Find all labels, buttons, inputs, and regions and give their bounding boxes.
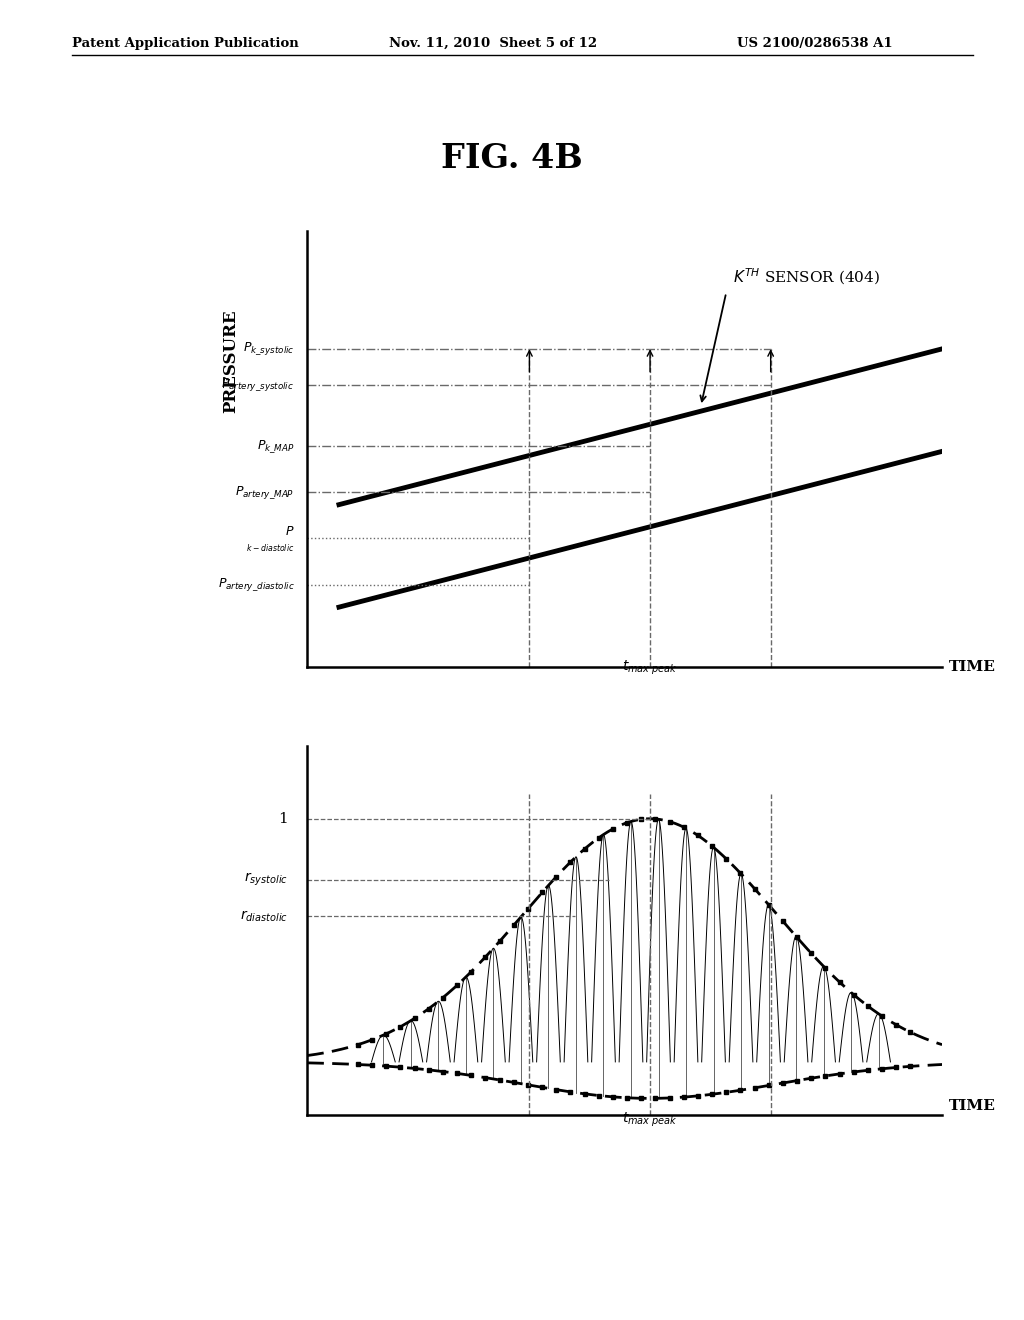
Text: Nov. 11, 2010  Sheet 5 of 12: Nov. 11, 2010 Sheet 5 of 12 — [389, 37, 597, 50]
Text: $P_{artery\_diastolic}$: $P_{artery\_diastolic}$ — [218, 576, 295, 593]
Text: $t_{max\ peak}$: $t_{max\ peak}$ — [623, 659, 678, 677]
Text: 1: 1 — [279, 812, 288, 826]
Text: Patent Application Publication: Patent Application Publication — [72, 37, 298, 50]
Text: PRESSURE: PRESSURE — [222, 310, 240, 413]
Text: $P_{k\_systolic}$: $P_{k\_systolic}$ — [243, 341, 295, 358]
Text: $K^{TH}$ SENSOR (404): $K^{TH}$ SENSOR (404) — [732, 267, 880, 288]
Text: $r_{systolic}$: $r_{systolic}$ — [244, 871, 288, 888]
Text: $_{k-diastolic}$: $_{k-diastolic}$ — [246, 543, 295, 556]
Text: $P_{k\_MAP}$: $P_{k\_MAP}$ — [257, 438, 295, 454]
Text: $P_{artery\_MAP}$: $P_{artery\_MAP}$ — [236, 484, 295, 500]
Text: TIME: TIME — [948, 1098, 995, 1113]
Text: $P_{artery\_systolic}$: $P_{artery\_systolic}$ — [221, 376, 295, 393]
Text: TIME: TIME — [948, 660, 995, 673]
Text: $r_{diastolic}$: $r_{diastolic}$ — [241, 908, 288, 924]
Text: $P$: $P$ — [285, 525, 295, 539]
Text: $t_{max\ peak}$: $t_{max\ peak}$ — [623, 1110, 678, 1129]
Text: FIG. 4B: FIG. 4B — [441, 143, 583, 176]
Text: US 2100/0286538 A1: US 2100/0286538 A1 — [737, 37, 893, 50]
